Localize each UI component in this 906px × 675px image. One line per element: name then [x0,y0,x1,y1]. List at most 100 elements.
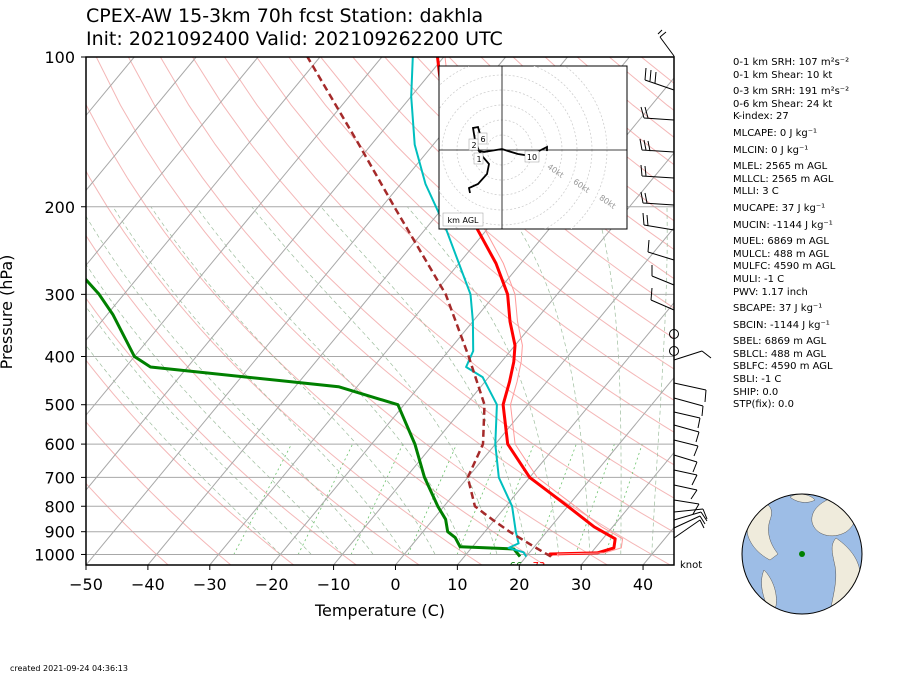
stat-mulcl: MULCL: 488 m AGL [733,248,829,260]
stat-kindex: K-index: 27 [733,111,789,123]
mixing-ratio-line [407,443,457,555]
stat-sbli: SBLI: -1 C [733,374,782,386]
station-marker [799,551,805,557]
moist-adiabat [651,206,668,555]
wind-barb [673,382,707,403]
wind-barb [640,106,675,121]
stat-pwv: PWV: 1.17 inch [733,286,808,298]
wind-barb [673,411,701,429]
stat-mlel: MLEL: 2565 m AGL [733,161,828,173]
stat-mucape: MUCAPE: 37 J kg⁻¹ [733,202,826,214]
x-tick-label: −10 [317,575,351,594]
stat-mlli: MLLI: 3 C [733,186,779,198]
isotherm [395,227,674,565]
moist-adiabat [595,206,622,555]
south-africa-landmass [829,537,861,614]
stat-srh01: 0-1 km SRH: 107 m²s⁻² [733,57,850,68]
y-tick-label: 1000 [34,545,75,564]
wind-barb [673,519,705,539]
y-tick-label: 400 [44,348,75,367]
hodograph-height-box [477,132,488,145]
hodograph-height-label: 1 [476,155,481,164]
dry-adiabat [86,234,420,565]
wind-barb [640,164,675,179]
mixing-ratio-line [575,443,615,555]
stat-sblcl: SBLCL: 488 m AGL [733,348,827,360]
x-tick-label: −30 [193,575,227,594]
stat-sbcape: SBCAPE: 37 J kg⁻¹ [733,303,823,315]
wind-barb [673,424,700,443]
hodograph-height-label: 6 [480,135,485,144]
mixing-ratio-line [233,443,292,555]
x-tick-label: 40 [633,575,653,594]
wind-barb [673,511,708,522]
stat-mucin: MUCIN: -1144 J kg⁻¹ [733,219,833,231]
isotherm [86,57,445,491]
wind-barb [673,397,704,417]
chart-title-line2: Init: 2021092400 Valid: 202109262200 UTC [86,28,503,50]
chart-title-line1: CPEX-AW 15-3km 70h fcst Station: dakhla [86,5,484,27]
wind-barb [673,515,706,529]
x-tick-label: 0 [390,575,400,594]
dry-adiabat [256,57,674,433]
dry-adiabat [288,57,674,401]
dry-adiabat [320,57,674,370]
stat-shear06: 0-6 km Shear: 24 kt [733,98,833,110]
surface-dewpoint-label: 66 [510,561,523,572]
x-tick-label: −50 [69,575,103,594]
isotherm [86,57,197,192]
stat-stp: STP(fix): 0.0 [733,399,794,411]
stat-mulfc: MULFC: 4590 m AGL [733,261,836,273]
isotherm [456,301,674,565]
wind-barb [673,499,700,515]
isotherm [86,57,321,341]
parcel-line [306,57,552,558]
hodograph-height-label: 2 [471,141,476,150]
stat-mlcape: MLCAPE: 0 J kg⁻¹ [733,127,818,139]
stat-sblfc: SBLFC: 4590 m AGL [733,361,833,373]
y-tick-label: 200 [44,198,75,217]
y-tick-label: 300 [44,285,75,304]
stats-panel: 0-1 km SRH: 107 m²s⁻² 0-1 km Shear: 10 k… [733,57,903,412]
wind-barb [640,191,675,206]
y-tick-label: 500 [44,396,75,415]
y-tick-label: 800 [44,497,75,516]
y-tick-label: 600 [44,435,75,454]
wind-barb [673,454,698,473]
wind-barb [644,67,675,91]
stat-muel: MUEL: 6869 m AGL [733,236,829,248]
dry-adiabat [384,57,674,309]
dry-adiabat [86,482,169,565]
stat-muli: MULI: -1 C [733,273,785,285]
wind-barb [651,265,675,286]
hodograph-height-box [473,152,484,165]
dry-adiabat [86,421,232,565]
dry-adiabat [86,103,545,565]
moist-adiabat [112,206,405,555]
dewpoint-line [86,277,522,558]
x-tick-label: 10 [447,575,467,594]
dry-adiabat [86,359,295,565]
isotherm [518,376,674,565]
x-axis-label: Temperature (C) [314,601,445,620]
wind-barb [642,212,675,231]
wind-barbs [639,29,712,565]
isotherm [86,57,383,416]
y-tick-label: 900 [44,523,75,542]
globe-locator [741,493,863,615]
isotherm [333,152,674,565]
dry-adiabat [86,297,357,565]
dry-adiabat [159,57,674,533]
wind-barb [647,239,675,261]
x-tick-label: 20 [509,575,529,594]
wind-barb [650,287,675,311]
wind-barb [657,29,675,57]
wind-barb [673,508,708,520]
globe-outline [741,493,863,615]
isotherm [580,451,674,565]
x-tick-label: −40 [131,575,165,594]
dry-adiabat [95,57,608,565]
